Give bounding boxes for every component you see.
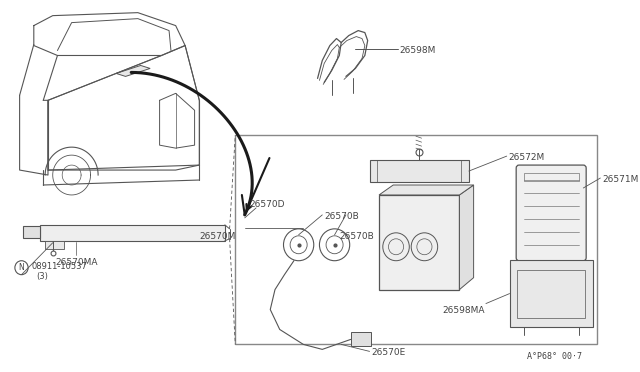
Text: 26570B: 26570B — [339, 232, 374, 241]
FancyBboxPatch shape — [516, 165, 586, 261]
Bar — [379, 195, 460, 290]
Polygon shape — [460, 185, 474, 290]
Text: 26598M: 26598M — [400, 45, 436, 55]
Text: 26570E: 26570E — [371, 349, 406, 357]
Text: N: N — [19, 263, 24, 272]
Bar — [40, 225, 225, 241]
Text: 26570B: 26570B — [324, 212, 359, 221]
Bar — [24, 226, 40, 238]
Bar — [369, 160, 469, 182]
Polygon shape — [379, 185, 474, 195]
Text: 26571M: 26571M — [602, 175, 639, 184]
Text: 08911-10537: 08911-10537 — [32, 262, 88, 271]
Text: 26570D: 26570D — [250, 200, 285, 209]
Text: 26598MA: 26598MA — [442, 305, 485, 315]
Bar — [45, 241, 64, 249]
Text: 26572M: 26572M — [509, 153, 545, 162]
Polygon shape — [116, 65, 150, 76]
Bar — [517, 270, 585, 318]
Text: (3): (3) — [36, 272, 49, 281]
Bar — [524, 173, 579, 181]
Text: 26570MA: 26570MA — [55, 258, 98, 267]
Bar — [509, 260, 593, 327]
Text: A°P68° 00·7: A°P68° 00·7 — [527, 352, 582, 361]
Bar — [351, 333, 371, 346]
Text: 26570M: 26570M — [199, 232, 236, 241]
Bar — [236, 135, 596, 344]
